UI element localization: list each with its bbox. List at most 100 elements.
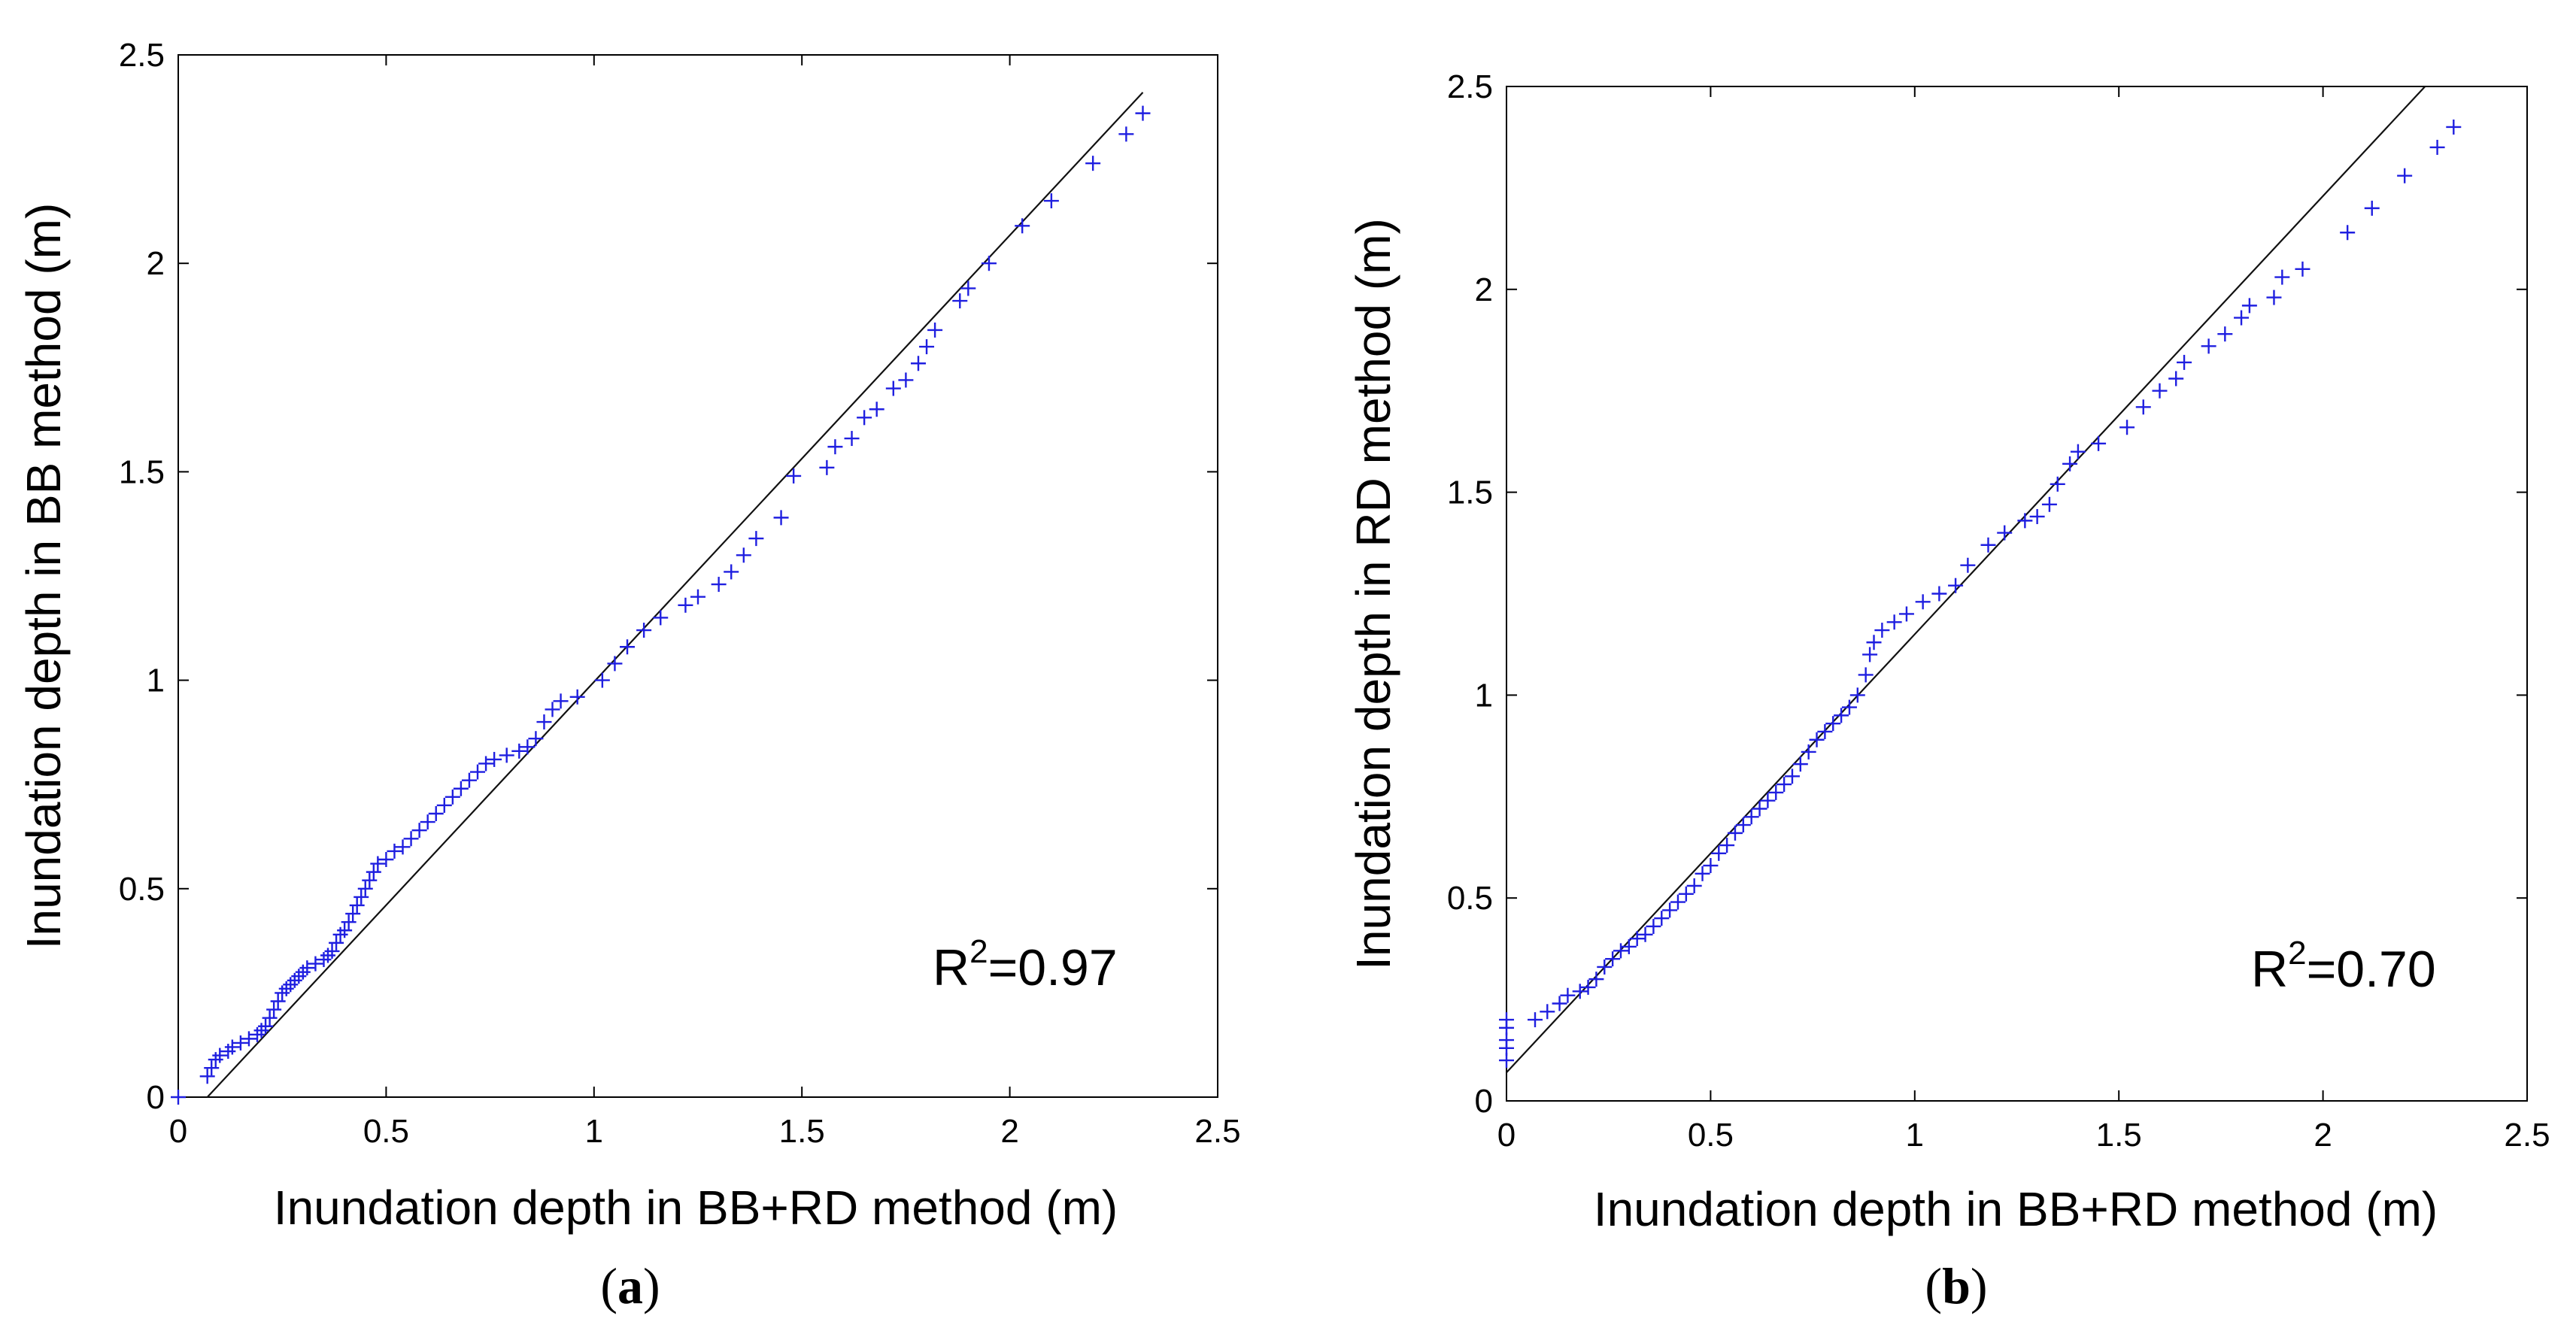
fit-line-b — [1506, 86, 2426, 1073]
data-point — [1118, 126, 1134, 142]
data-point — [378, 851, 394, 867]
data-point — [545, 702, 560, 717]
data-point — [204, 1060, 220, 1076]
data-point — [952, 293, 968, 309]
x-tick-label: 0 — [1497, 1117, 1516, 1154]
data-point — [445, 789, 460, 805]
data-point — [2041, 496, 2057, 512]
data-point — [1768, 784, 1784, 800]
plot-frame-b — [1506, 86, 2528, 1102]
data-point — [171, 1090, 186, 1105]
data-point — [1646, 918, 1661, 934]
data-point — [1735, 817, 1751, 833]
data-point — [2017, 513, 2033, 529]
x-axis-label-b: Inundation depth in BB+RD method (m) — [1594, 1182, 2438, 1236]
data-point — [1621, 938, 1637, 954]
data-point — [857, 410, 872, 426]
data-point — [1809, 732, 1825, 747]
x-tick-label: 1.5 — [2096, 1117, 2142, 1154]
y-tick-label: 1.5 — [1447, 474, 1493, 511]
data-point — [736, 547, 751, 563]
x-tick-label: 0 — [169, 1113, 187, 1150]
data-point — [636, 623, 652, 638]
data-point — [1743, 809, 1759, 825]
data-point — [536, 714, 552, 730]
data-point — [1703, 858, 1719, 874]
data-point — [1841, 699, 1857, 715]
data-point — [869, 402, 884, 417]
points-b — [1499, 119, 2462, 1069]
data-point — [1015, 218, 1030, 234]
data-point — [1874, 623, 1890, 638]
y-tick-label: 1 — [147, 662, 165, 699]
data-point — [1980, 537, 1996, 553]
data-point — [270, 993, 286, 1009]
data-point — [1552, 996, 1567, 1011]
ticks-a: 0 0.5 1 1.5 2 2.5 0 0.5 1 1.5 2 2.5 — [119, 37, 1241, 1150]
data-point — [370, 856, 386, 872]
data-point — [748, 531, 764, 547]
data-point — [2070, 444, 2086, 459]
data-point — [212, 1047, 228, 1063]
data-point — [2266, 290, 2282, 305]
data-point — [395, 839, 411, 855]
data-point — [349, 897, 365, 913]
data-point — [1043, 193, 1059, 209]
data-point — [569, 689, 585, 705]
data-point — [2364, 200, 2380, 216]
data-point — [1629, 931, 1645, 947]
data-point — [2217, 326, 2233, 342]
y-tick-label: 0.5 — [119, 871, 165, 908]
data-point — [1670, 894, 1685, 910]
data-point — [420, 814, 435, 830]
data-point — [1997, 525, 2013, 541]
y-tick-label: 2 — [147, 245, 165, 282]
data-point — [1858, 667, 1874, 683]
data-point — [1711, 845, 1727, 861]
data-point — [2119, 420, 2135, 435]
data-point — [366, 864, 381, 880]
y-tick-label: 2 — [1475, 271, 1493, 308]
data-point — [1654, 911, 1670, 926]
data-point — [2091, 435, 2107, 451]
data-point — [1760, 793, 1776, 808]
data-point — [224, 1039, 240, 1055]
data-point — [2029, 508, 2045, 524]
data-point — [910, 356, 926, 371]
panel-b: 0 0.5 1 1.5 2 2.5 0 0.5 1 1.5 2 2.5 R2=0.70 Inundat… — [1346, 68, 2550, 1314]
data-point — [1637, 926, 1653, 942]
data-point — [299, 960, 315, 976]
data-point — [453, 781, 469, 796]
data-point — [1776, 777, 1792, 793]
data-point — [1862, 647, 1878, 662]
data-point — [553, 693, 569, 709]
data-point — [594, 672, 610, 688]
data-point — [1817, 723, 1833, 739]
data-point — [898, 372, 914, 388]
data-point — [2234, 310, 2250, 326]
y-tick-label: 0 — [1475, 1083, 1493, 1120]
x-tick-label: 0.5 — [363, 1113, 409, 1150]
data-point — [1931, 586, 1947, 602]
data-point — [2429, 139, 2445, 155]
data-point — [353, 889, 369, 905]
data-point — [258, 1018, 274, 1034]
data-point — [2135, 399, 2151, 415]
x-tick-label: 2 — [1000, 1113, 1018, 1150]
r2-annotation-b: R2=0.70 — [2251, 935, 2436, 998]
data-point — [1085, 156, 1101, 171]
data-point — [1727, 825, 1743, 841]
data-point — [1886, 614, 1902, 630]
data-point — [2241, 298, 2257, 314]
x-tick-label: 2 — [2314, 1117, 2332, 1154]
y-tick-label: 0 — [147, 1079, 165, 1116]
y-axis-label-b: Inundation depth in RD method (m) — [1346, 218, 1400, 970]
y-tick-label: 1 — [1475, 677, 1493, 714]
y-axis-label-a: Inundation depth in BB method (m) — [17, 203, 71, 950]
fit-line-a — [206, 92, 1144, 1098]
data-point — [773, 510, 789, 526]
y-tick-label: 2.5 — [1447, 68, 1493, 105]
plot-frame-a — [177, 54, 1218, 1098]
data-point — [324, 943, 340, 959]
x-tick-label: 2.5 — [1194, 1113, 1240, 1150]
